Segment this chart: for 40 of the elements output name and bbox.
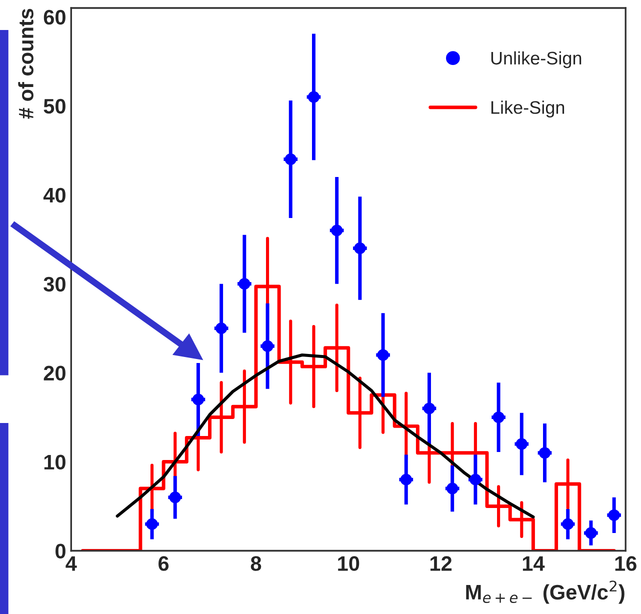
x-tick-label: 10 [338, 556, 360, 571]
y-tick-label: 20 [44, 366, 66, 381]
point [446, 482, 458, 494]
y-axis-title: # of counts [18, 8, 34, 119]
y-tick-label: 60 [44, 10, 66, 25]
x-tick-label: 16 [615, 556, 636, 571]
point [492, 411, 504, 424]
line-series [116, 353, 535, 518]
y-tick-label: 10 [44, 454, 66, 470]
legend-label: Like-Sign [491, 100, 564, 118]
point [308, 91, 320, 103]
point [238, 278, 250, 290]
point [216, 322, 228, 334]
point [331, 224, 343, 236]
point [562, 518, 574, 530]
point [146, 518, 158, 530]
point [354, 242, 366, 254]
point [262, 340, 274, 352]
point [423, 402, 436, 414]
x-axis-title: M$_{e+e−}$ (GeV/c$^{2}$) [466, 580, 624, 604]
point [284, 153, 296, 166]
x-tick-label: 8 [250, 556, 262, 571]
y-tick-label: 30 [44, 276, 66, 292]
x-tick-label: 6 [158, 556, 169, 571]
x-tick-label: 4 [66, 556, 77, 571]
y-tick-label: 50 [44, 98, 66, 114]
point [192, 394, 204, 406]
point [608, 509, 620, 521]
x-tick-label: 14 [522, 556, 545, 571]
x-tick-label: 12 [430, 556, 452, 571]
point [538, 447, 551, 459]
point [400, 474, 412, 486]
legend-label: Unlike-Sign [491, 51, 582, 68]
y-tick-label: 0 [56, 544, 66, 559]
point [377, 349, 389, 361]
y-tick-label: 40 [43, 188, 66, 203]
point [169, 492, 181, 504]
point [585, 527, 597, 539]
point [516, 438, 528, 450]
point [470, 474, 482, 486]
